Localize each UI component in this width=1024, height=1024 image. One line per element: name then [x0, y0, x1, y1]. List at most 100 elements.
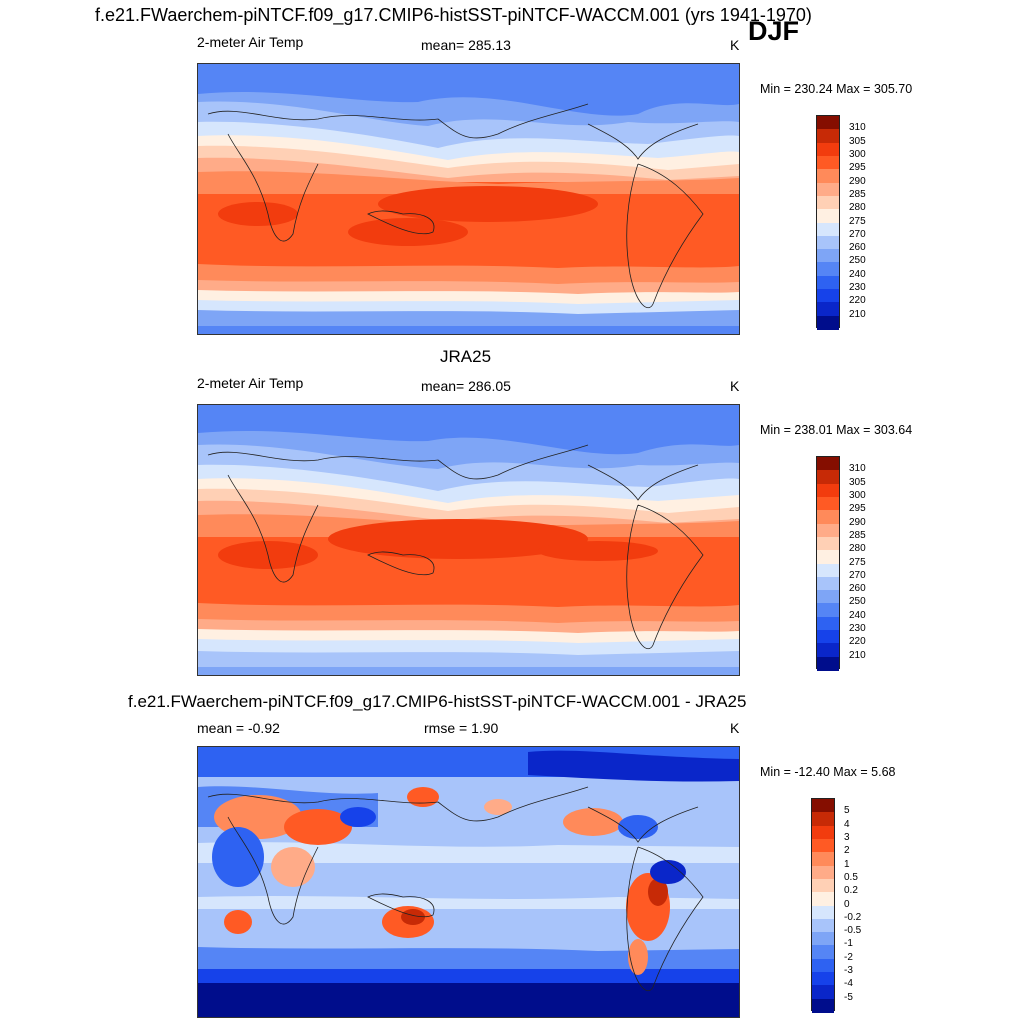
colorbar-box	[817, 563, 839, 578]
panel-model-colorbar: 310 305 300 295 290 285 280 275 270 260 250 240 230 2…	[816, 115, 866, 330]
colorbar-tick-label: 270	[849, 228, 866, 240]
colorbar-box	[817, 457, 839, 471]
panel-diff-title: f.e21.FWaerchem-piNTCF.f09_g17.CMIP6-his…	[128, 692, 747, 711]
panel-model-title: f.e21.FWaerchem-piNTCF.f09_g17.CMIP6-his…	[95, 5, 812, 25]
panel-diff-minmax: Min = -12.40 Max = 5.68	[760, 765, 896, 779]
colorbar-tick-label: 285	[849, 188, 866, 200]
colorbar-box	[817, 616, 839, 631]
colorbar-tick-label: 280	[849, 543, 866, 555]
colorbar-tick-label: -4	[844, 978, 853, 990]
colorbar-box	[817, 275, 839, 290]
panel-obs-variable: 2-meter Air Temp	[197, 375, 304, 391]
colorbar-box	[817, 209, 839, 224]
colorbar-tick-label: 240	[849, 609, 866, 621]
colorbar-tick-label: 0.5	[844, 871, 858, 883]
colorbar-box	[817, 249, 839, 264]
colorbar-box	[817, 169, 839, 184]
colorbar-box	[812, 985, 834, 1000]
colorbar-tick-label: 230	[849, 623, 866, 635]
colorbar-tick-label: 295	[849, 162, 866, 174]
colorbar-box	[817, 155, 839, 170]
colorbar-box	[817, 510, 839, 525]
colorbar-box	[812, 972, 834, 986]
colorbar-box	[812, 918, 834, 933]
colorbar-tick-label: 5	[844, 805, 850, 817]
obs-temperature-field	[198, 405, 739, 675]
colorbar-tick-label: 275	[849, 215, 866, 227]
colorbar-tick-label: 300	[849, 489, 866, 501]
panel-diff-colorbar: 5 4 3 2 1 0.5 0.2 0 -0.2 -0.5 -1 -2 -3 -4 -5	[811, 798, 861, 1013]
colorbar-box	[817, 116, 839, 130]
colorbar-box	[812, 998, 834, 1013]
colorbar-box	[812, 892, 834, 907]
colorbar-box	[812, 878, 834, 893]
colorbar-tick-label: 3	[844, 831, 850, 843]
colorbar-tick-label: 260	[849, 583, 866, 595]
colorbar-tick-label: -2	[844, 951, 853, 963]
colorbar-box	[812, 865, 834, 880]
colorbar-box	[817, 289, 839, 303]
panel-obs-units: K	[730, 378, 740, 394]
colorbar-box	[812, 825, 834, 840]
panel-obs-minmax: Min = 238.01 Max = 303.64	[760, 423, 913, 437]
colorbar-box	[812, 932, 834, 947]
colorbar-box	[812, 905, 834, 920]
model-temperature-field	[198, 64, 739, 334]
colorbar-tick-label: 285	[849, 529, 866, 541]
colorbar-tick-label: 290	[849, 516, 866, 528]
colorbar-tick-label: -1	[844, 938, 853, 950]
panel-model-units: K	[730, 37, 740, 53]
colorbar-box	[817, 182, 839, 197]
colorbar-tick-label: 4	[844, 818, 850, 830]
colorbar-box	[817, 470, 839, 485]
panel-diff-mean: mean = -0.92	[197, 720, 280, 736]
colorbar-box	[812, 958, 834, 973]
panel-diff-units: K	[730, 720, 740, 736]
colorbar-tick-label: 305	[849, 476, 866, 488]
colorbar-tick-label: 300	[849, 148, 866, 160]
colorbar-box	[812, 838, 834, 853]
colorbar-tick-label: 2	[844, 845, 850, 857]
colorbar-tick-label: 250	[849, 596, 866, 608]
colorbar-box	[817, 302, 839, 317]
panel-model-mean: mean= 285.13	[421, 37, 511, 53]
colorbar-box	[817, 523, 839, 538]
diff-temperature-field	[198, 747, 739, 1017]
colorbar-box	[812, 852, 834, 867]
colorbar-box	[817, 222, 839, 237]
colorbar-tick-label: 305	[849, 135, 866, 147]
colorbar-box	[812, 799, 834, 813]
colorbar-tick-label: 0	[844, 898, 850, 910]
colorbar-tick-label: 250	[849, 255, 866, 267]
colorbar-box	[817, 235, 839, 250]
colorbar-box	[817, 630, 839, 644]
colorbar-tick-label: 270	[849, 569, 866, 581]
colorbar-tick-label: 260	[849, 242, 866, 254]
colorbar-box	[817, 643, 839, 658]
panel-obs-title: JRA25	[440, 347, 492, 366]
panel-obs-mean: mean= 286.05	[421, 378, 511, 394]
colorbar-box	[817, 195, 839, 210]
colorbar-box	[817, 262, 839, 277]
colorbar-box	[812, 812, 834, 827]
colorbar-box	[812, 945, 834, 960]
panel-diff-rmse: rmse = 1.90	[424, 720, 499, 736]
colorbar-tick-label: 1	[844, 858, 850, 870]
panel-obs-map	[197, 404, 740, 676]
colorbar-box	[817, 576, 839, 591]
colorbar-tick-label: 240	[849, 268, 866, 280]
colorbar-box	[817, 496, 839, 511]
colorbar-tick-label: -0.2	[844, 911, 862, 923]
colorbar-box	[817, 590, 839, 605]
colorbar-box	[817, 656, 839, 671]
colorbar-tick-label: 310	[849, 463, 866, 475]
colorbar-tick-label: 280	[849, 202, 866, 214]
colorbar-tick-label: 290	[849, 175, 866, 187]
colorbar-box	[817, 315, 839, 330]
colorbar-tick-label: -5	[844, 991, 853, 1003]
colorbar-tick-label: 210	[849, 308, 866, 320]
colorbar-box	[817, 129, 839, 144]
colorbar-tick-label: 230	[849, 282, 866, 294]
colorbar-tick-label: 0.2	[844, 885, 858, 897]
colorbar-box	[817, 536, 839, 551]
